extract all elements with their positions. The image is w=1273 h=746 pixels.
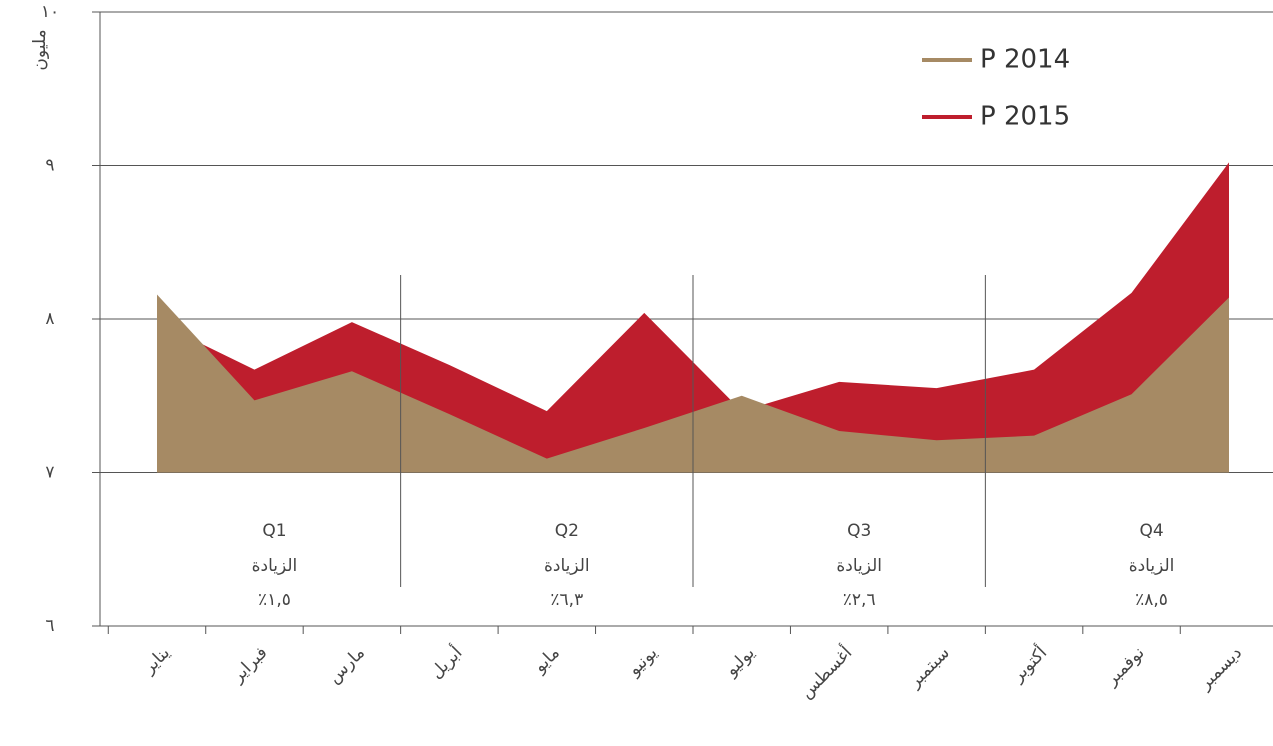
quarter-text: الزيادة: [252, 556, 298, 576]
x-tick-label: يونيو: [624, 643, 662, 681]
x-tick-label: فبراير: [227, 643, 271, 687]
quarter-text: الزيادة: [1129, 556, 1175, 576]
legend-label: P 2015: [980, 102, 1070, 132]
quarter-increase: ٪٦,٣: [550, 590, 583, 610]
y-tick-label: ١٠: [41, 2, 59, 22]
x-tick-label: يناير: [139, 643, 175, 679]
quarter-label: Q1: [262, 521, 286, 541]
x-tick-label: يوليو: [721, 643, 759, 681]
quarter-increase: ٪٢,٦: [843, 590, 876, 610]
quarter-label: Q2: [555, 521, 579, 541]
y-tick-label: ٩: [45, 156, 54, 176]
y-tick-label: ٦: [45, 616, 54, 636]
x-tick-label: مايو: [529, 643, 564, 678]
area: [157, 162, 1229, 473]
quarter-label: Q3: [847, 521, 871, 541]
x-tick-label: أبريل: [425, 642, 466, 683]
x-tick-label: مارس: [324, 643, 369, 688]
legend-label: P 2014: [980, 45, 1070, 75]
x-tick-label: سبتمبر: [904, 643, 953, 692]
quarter-increase: ٪٨,٥: [1135, 590, 1168, 610]
x-tick-label: أغسطس: [795, 642, 856, 703]
quarter-increase: ٪١,٥: [258, 590, 291, 610]
x-tick-label: أكتوبر: [1006, 642, 1051, 687]
y-tick-label: ٨: [45, 309, 54, 329]
y-axis-label: مليون: [30, 29, 50, 70]
quarter-label: Q4: [1139, 521, 1163, 541]
quarter-text: الزيادة: [836, 556, 882, 576]
x-tick-label: نوفمبر: [1101, 643, 1148, 690]
y-tick-label: ٧: [45, 463, 54, 483]
area: [157, 294, 1229, 473]
x-tick-label: ديسمبر: [1195, 643, 1246, 694]
quarter-text: الزيادة: [544, 556, 590, 576]
